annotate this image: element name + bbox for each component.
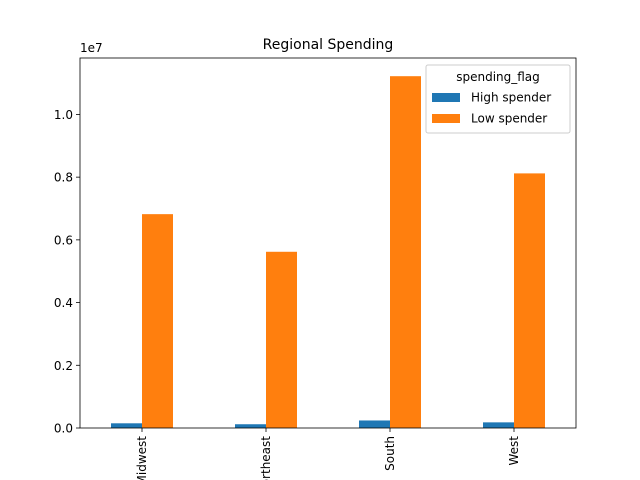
bar-low-spender (514, 173, 545, 428)
y-tick-label: 0.4 (54, 296, 73, 310)
x-axis: Midwest Northeast South West (135, 428, 521, 480)
y-tick-label: 1.0 (54, 108, 73, 122)
y-axis: 0.0 0.2 0.4 0.6 0.8 1.0 (54, 108, 80, 436)
legend-swatch (432, 114, 460, 123)
plot-frame (79, 57, 577, 429)
legend-swatch (432, 93, 460, 102)
bar-high-spender (235, 424, 266, 428)
legend-title: spending_flag (456, 70, 540, 84)
y-tick-label: 0.8 (54, 171, 73, 185)
bar-low-spender (266, 251, 297, 428)
legend-box (425, 64, 571, 134)
bar-low-spender (390, 76, 421, 428)
bar-high-spender (111, 423, 142, 428)
chart-title: Regional Spending (263, 37, 394, 53)
x-tick-label: Midwest (135, 436, 149, 480)
x-tick-label: Northeast (259, 436, 273, 480)
x-tick-label: West (507, 436, 521, 466)
y-tick-label: 0.6 (54, 233, 73, 247)
legend: spending_flag High spender Low spender (425, 64, 571, 134)
bar-high-spender (359, 420, 390, 428)
bar-high-spender (483, 422, 514, 428)
legend-label: High spender (471, 91, 551, 105)
bar-low-spender (142, 214, 173, 428)
bars-group (111, 76, 545, 428)
y-tick-label: 0.2 (54, 359, 73, 373)
y-axis-scale-label: 1e7 (80, 41, 103, 55)
legend-label: Low spender (471, 112, 547, 126)
x-tick-label: South (383, 436, 397, 471)
y-tick-label: 0.0 (54, 422, 73, 436)
